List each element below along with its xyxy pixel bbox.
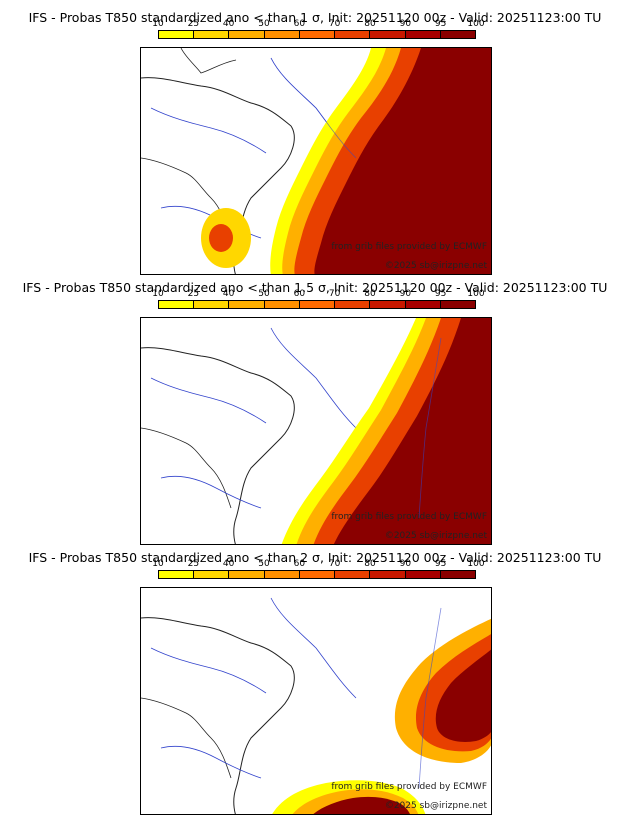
source-credit: from grib files provided by ECMWF: [331, 782, 487, 792]
colorbar-tick-label: 60: [293, 289, 306, 299]
colorbar-tick-label: 50: [258, 559, 270, 569]
colorbar-tick-label: 40: [222, 19, 235, 29]
source-credit: from grib files provided by ECMWF: [331, 512, 487, 522]
colorbar-tick-label: 25: [187, 19, 200, 29]
copyright-credit: ©2025 sb@irizpne.net: [384, 531, 487, 541]
colorbar-swatch: [370, 571, 406, 578]
colorbar-tick-label: 60: [293, 19, 306, 29]
colorbar-tick-label: 50: [258, 19, 270, 29]
map-graphic: [141, 597, 491, 814]
panel-title: IFS - Probas T850 standardized ano < tha…: [28, 550, 602, 565]
colorbar-tick-label: 80: [364, 19, 376, 29]
colorbar-tick-label: 100: [467, 559, 485, 569]
colorbar-swatch: [335, 301, 371, 308]
colorbar-tick-label: 80: [364, 559, 376, 569]
colorbar-swatch: [299, 301, 336, 308]
map-panel-2: IFS - Probas T850 standardized ano < tha…: [0, 270, 630, 546]
colorbar-swatch: [264, 571, 300, 578]
colorbar-swatches: [158, 570, 476, 579]
colorbar-tick-label: 25: [187, 289, 200, 299]
source-credit: from grib files provided by ECMWF: [331, 242, 487, 252]
colorbar-swatch: [194, 31, 230, 38]
colorbar-ticks: 10 25 40 50 60 70 80 90 95 100: [152, 559, 484, 570]
probability-map: from grib files provided by ECMWF ©2025 …: [140, 587, 492, 815]
map-panel-3: IFS - Probas T850 standardized ano < tha…: [0, 540, 630, 816]
colorbar-swatch: [264, 301, 300, 308]
panel-title: IFS - Probas T850 standardized ano < tha…: [22, 280, 608, 295]
colorbar-swatch: [335, 571, 371, 578]
colorbar-tick-label: 10: [152, 19, 164, 29]
colorbar-swatch: [159, 31, 195, 38]
colorbar-tick-label: 40: [222, 559, 235, 569]
colorbar-tick-label: 80: [364, 289, 376, 299]
colorbar-ticks: 10 25 40 50 60 70 80 90 95 100: [152, 19, 484, 30]
map-graphic: [141, 318, 491, 544]
colorbar-tick-label: 90: [399, 19, 412, 29]
colorbar-swatch: [405, 571, 441, 578]
colorbar-tick-label: 95: [434, 559, 447, 569]
colorbar-swatch: [264, 31, 300, 38]
colorbar-swatch: [370, 31, 406, 38]
map-graphic: [141, 48, 491, 274]
colorbar-swatch: [440, 31, 475, 38]
colorbar-swatch: [335, 31, 371, 38]
colorbar-swatch: [370, 301, 406, 308]
colorbar-tick-label: 10: [152, 559, 164, 569]
colorbar-tick-label: 60: [293, 559, 306, 569]
colorbar-swatch: [299, 571, 336, 578]
copyright-credit: ©2025 sb@irizpne.net: [384, 261, 487, 271]
colorbar-swatch: [229, 571, 265, 578]
colorbar-tick-label: 70: [328, 289, 341, 299]
colorbar-tick-label: 10: [152, 289, 164, 299]
colorbar-swatch: [194, 571, 230, 578]
colorbar-swatch: [405, 31, 441, 38]
probability-map: from grib files provided by ECMWF ©2025 …: [140, 47, 492, 275]
colorbar-tick-label: 40: [222, 289, 235, 299]
colorbar-tick-label: 95: [434, 289, 447, 299]
colorbar-ticks: 10 25 40 50 60 70 80 90 95 100: [152, 289, 484, 300]
colorbar: 10 25 40 50 60 70 80 90 95 100: [152, 559, 485, 580]
colorbar-swatch: [159, 571, 195, 578]
colorbar-swatch: [159, 301, 195, 308]
colorbar-swatch: [299, 31, 336, 38]
colorbar-swatches: [158, 30, 476, 39]
colorbar-tick-label: 70: [328, 559, 341, 569]
colorbar-swatch: [440, 301, 475, 308]
probability-map: from grib files provided by ECMWF ©2025 …: [140, 317, 492, 545]
colorbar: 10 25 40 50 60 70 80 90 95 100: [152, 289, 485, 310]
colorbar-tick-label: 100: [467, 289, 485, 299]
colorbar-swatches: [158, 300, 476, 309]
colorbar-swatch: [229, 31, 265, 38]
colorbar-swatch: [440, 571, 475, 578]
colorbar-swatch: [405, 301, 441, 308]
colorbar-tick-label: 25: [187, 559, 200, 569]
colorbar-tick-label: 100: [467, 19, 485, 29]
colorbar: 10 25 40 50 60 70 80 90 95 100: [152, 19, 485, 40]
colorbar-tick-label: 50: [258, 289, 270, 299]
colorbar-swatch: [229, 301, 265, 308]
colorbar-tick-label: 90: [399, 289, 412, 299]
colorbar-tick-label: 70: [328, 19, 341, 29]
panel-title: IFS - Probas T850 standardized ano < tha…: [28, 10, 602, 25]
map-panel-1: IFS - Probas T850 standardized ano < tha…: [0, 0, 630, 276]
colorbar-tick-label: 95: [434, 19, 447, 29]
colorbar-swatch: [194, 301, 230, 308]
colorbar-tick-label: 90: [399, 559, 412, 569]
copyright-credit: ©2025 sb@irizpne.net: [384, 801, 487, 811]
